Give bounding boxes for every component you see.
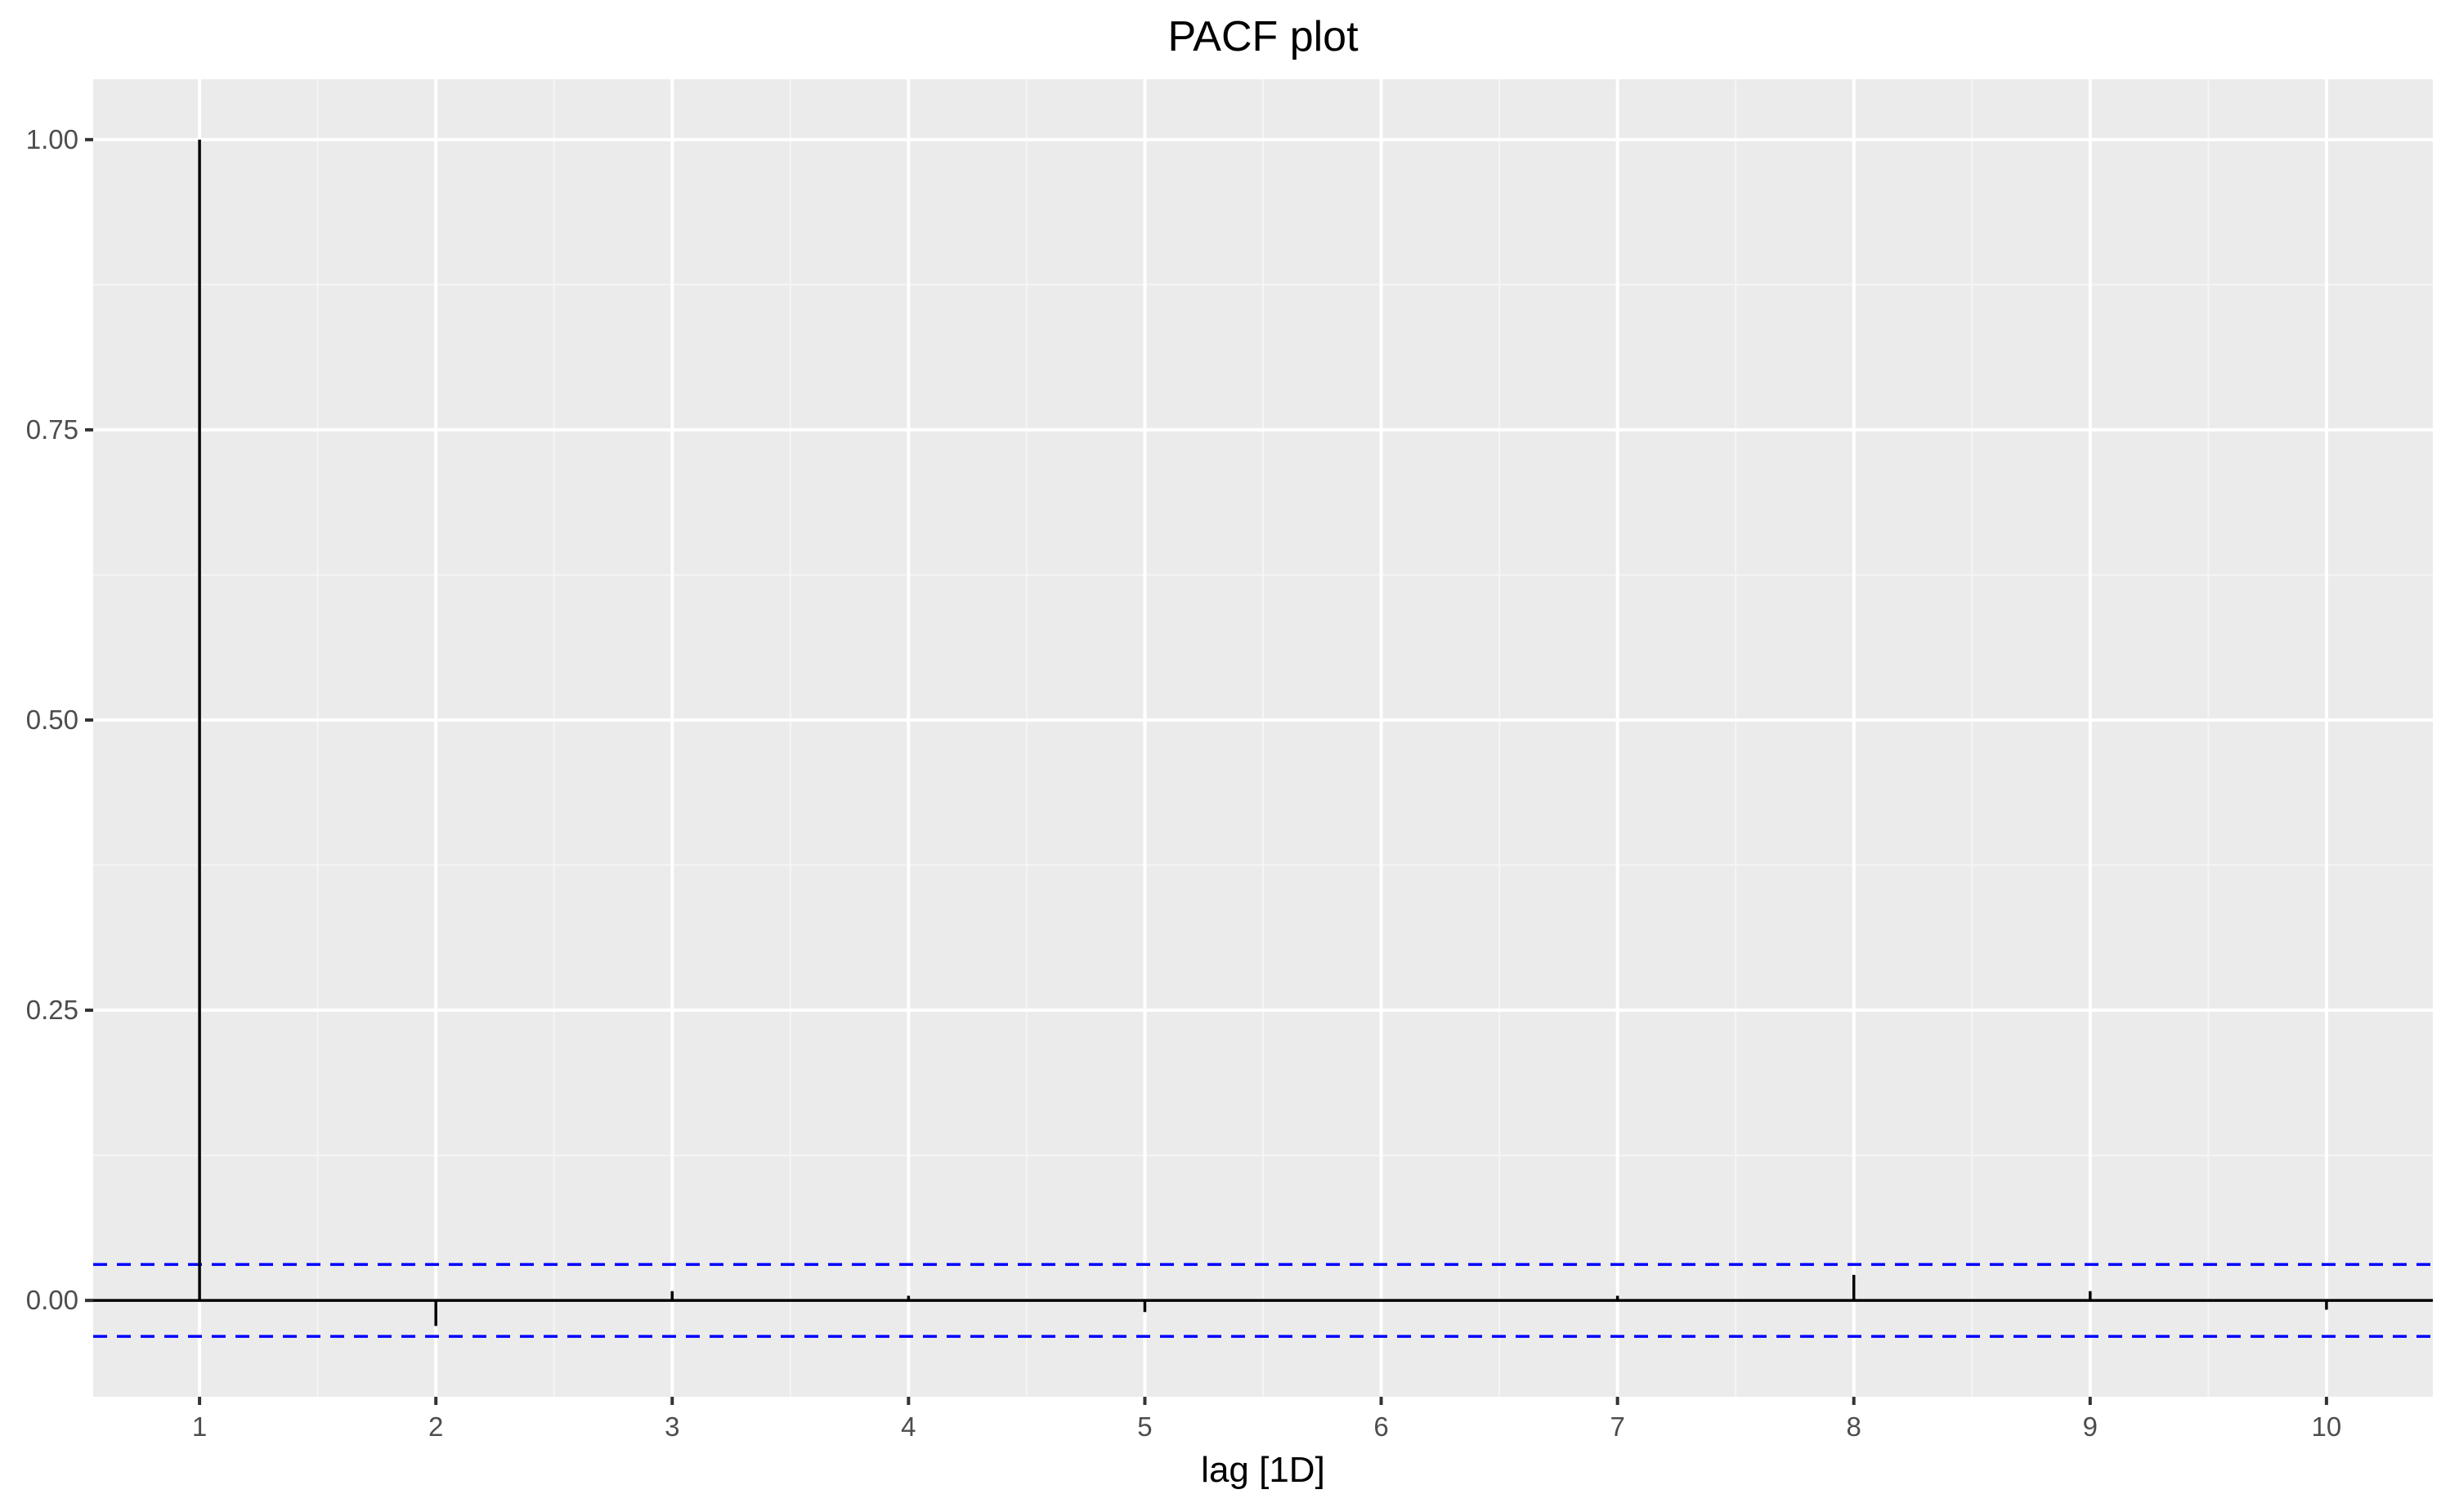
x-tick-label: 1 bbox=[192, 1411, 207, 1442]
x-tick-label: 2 bbox=[428, 1411, 443, 1442]
x-tick-label: 8 bbox=[1847, 1411, 1861, 1442]
x-tick-label: 7 bbox=[1610, 1411, 1624, 1442]
y-tick-label: 0.50 bbox=[26, 705, 78, 735]
x-tick-label: 6 bbox=[1373, 1411, 1388, 1442]
x-tick-label: 5 bbox=[1137, 1411, 1152, 1442]
x-axis-title: lag [1D] bbox=[1201, 1450, 1325, 1490]
minor-gridlines bbox=[93, 79, 2433, 1397]
y-tick-label: 0.00 bbox=[26, 1285, 78, 1315]
x-tick-label: 10 bbox=[2312, 1411, 2342, 1442]
chart-title: PACF plot bbox=[1167, 13, 1359, 60]
y-tick-label: 0.25 bbox=[26, 995, 78, 1025]
x-tick-label: 3 bbox=[665, 1411, 679, 1442]
y-tick-label: 1.00 bbox=[26, 124, 78, 154]
pacf-spikes bbox=[198, 139, 2328, 1326]
x-tick-label: 9 bbox=[2083, 1411, 2098, 1442]
confidence-bounds bbox=[93, 1263, 2433, 1338]
x-axis: 1 2 3 4 5 6 7 8 9 10 bbox=[192, 1397, 2341, 1442]
y-axis: 0.00 0.25 0.50 0.75 1.00 bbox=[26, 124, 93, 1315]
x-tick-label: 4 bbox=[901, 1411, 916, 1442]
y-tick-label: 0.75 bbox=[26, 414, 78, 445]
